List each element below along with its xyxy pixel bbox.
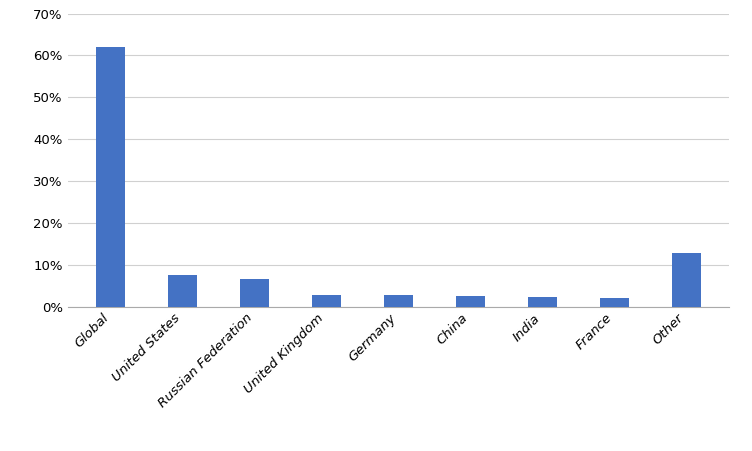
Bar (600, 298, 629, 307)
Bar (96, 47, 126, 307)
Bar (241, 280, 269, 307)
Bar (528, 298, 556, 307)
Bar (456, 296, 485, 307)
Bar (168, 275, 197, 307)
Bar (312, 295, 341, 307)
Bar (384, 295, 413, 307)
Bar (672, 253, 701, 307)
